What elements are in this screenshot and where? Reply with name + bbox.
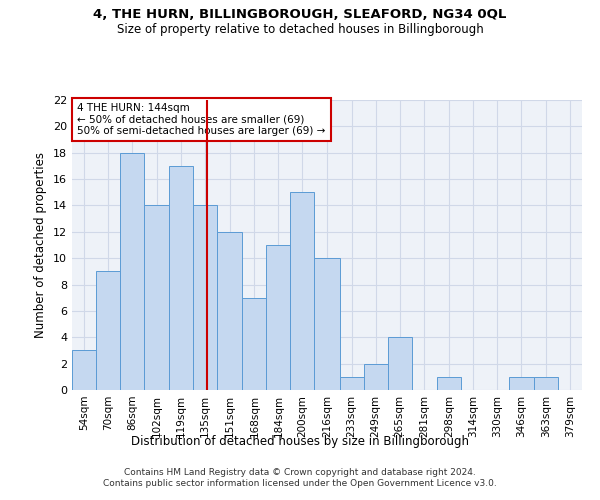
Bar (290, 192, 314, 390)
Bar (388, 338, 412, 390)
Bar (266, 245, 290, 390)
Text: 4 THE HURN: 144sqm
← 50% of detached houses are smaller (69)
50% of semi-detache: 4 THE HURN: 144sqm ← 50% of detached hou… (77, 103, 325, 136)
Bar (314, 258, 340, 390)
Bar (340, 377, 364, 390)
Text: Distribution of detached houses by size in Billingborough: Distribution of detached houses by size … (131, 435, 469, 448)
Text: Contains HM Land Registry data © Crown copyright and database right 2024.
Contai: Contains HM Land Registry data © Crown c… (103, 468, 497, 487)
Bar (364, 364, 388, 390)
Text: 4, THE HURN, BILLINGBOROUGH, SLEAFORD, NG34 0QL: 4, THE HURN, BILLINGBOROUGH, SLEAFORD, N… (94, 8, 506, 20)
Bar (242, 298, 266, 390)
Y-axis label: Number of detached properties: Number of detached properties (34, 152, 47, 338)
Bar (217, 232, 242, 390)
Bar (534, 377, 558, 390)
Bar (193, 206, 217, 390)
Text: Size of property relative to detached houses in Billingborough: Size of property relative to detached ho… (116, 22, 484, 36)
Bar (72, 350, 96, 390)
Bar (144, 206, 169, 390)
Bar (96, 272, 120, 390)
Bar (437, 377, 461, 390)
Bar (120, 152, 144, 390)
Bar (509, 377, 534, 390)
Bar (169, 166, 193, 390)
